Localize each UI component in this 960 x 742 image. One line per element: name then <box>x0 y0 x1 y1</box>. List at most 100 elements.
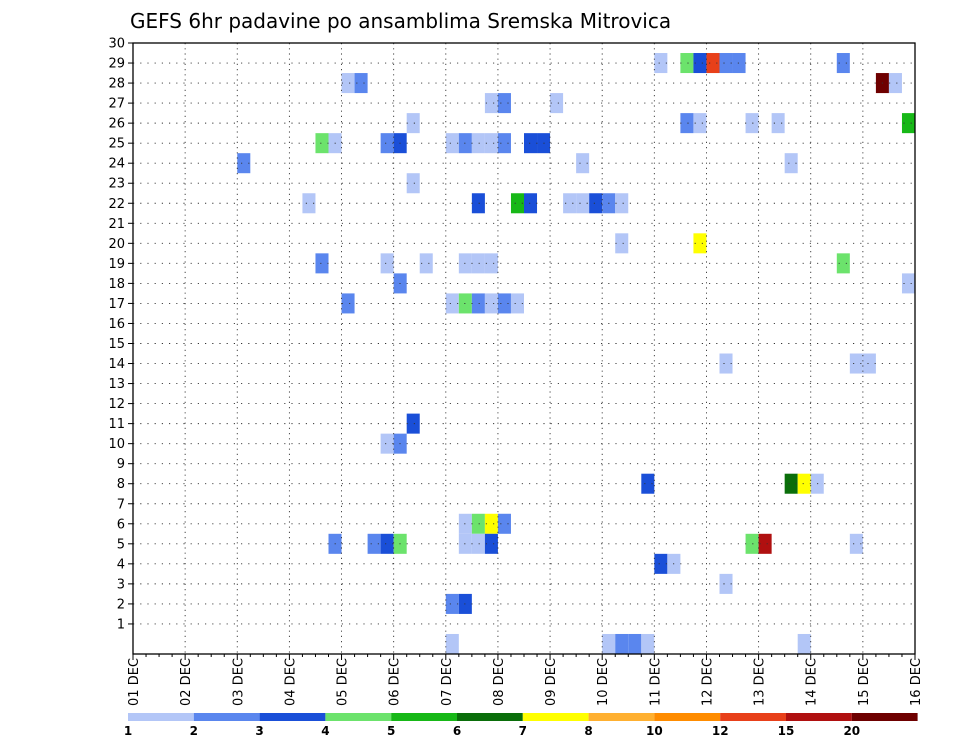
data-cell <box>341 293 355 314</box>
data-cell <box>706 53 720 74</box>
data-cell <box>680 53 694 74</box>
y-tick-label: 1 <box>117 617 125 632</box>
data-cell <box>862 353 876 374</box>
data-cell <box>901 273 915 294</box>
y-tick-label: 26 <box>108 117 125 132</box>
y-tick-label: 8 <box>117 477 125 492</box>
x-tick-label: 16 DEC <box>909 658 924 706</box>
y-tick-label: 22 <box>108 197 125 212</box>
data-cell <box>836 253 850 274</box>
data-cell <box>315 133 329 154</box>
data-cell <box>471 533 485 554</box>
data-cell <box>471 513 485 534</box>
data-cell <box>406 413 420 434</box>
data-cell <box>380 433 394 454</box>
legend-label: 10 <box>646 724 663 738</box>
data-cell <box>745 113 759 134</box>
legend-label: 4 <box>321 724 329 738</box>
data-cell <box>341 73 355 94</box>
legend-swatch <box>259 713 326 721</box>
x-axis: 01 DEC 02 DEC 03 DEC 04 DEC 05 DEC 06 DEC 07 D… <box>127 654 924 706</box>
data-cells <box>237 53 915 654</box>
data-cell <box>654 553 668 574</box>
data-cell <box>797 633 811 654</box>
grid-lines <box>133 42 915 654</box>
data-cell <box>654 53 668 74</box>
data-cell <box>641 473 655 494</box>
y-tick-label: 13 <box>108 377 125 392</box>
data-cell <box>497 93 511 114</box>
data-cell <box>719 353 733 374</box>
legend-label: 2 <box>190 724 198 738</box>
data-cell <box>445 293 459 314</box>
data-cell <box>771 113 785 134</box>
data-cell <box>380 133 394 154</box>
data-cell <box>302 193 316 214</box>
data-cell <box>315 253 329 274</box>
data-cell <box>641 633 655 654</box>
data-cell <box>445 633 459 654</box>
data-cell <box>471 193 485 214</box>
y-axis: 1234567891011121314151617181920212223242… <box>108 37 133 632</box>
legend-label: 15 <box>778 724 795 738</box>
data-cell <box>615 193 629 214</box>
legend-label: 7 <box>519 724 527 738</box>
data-cell <box>471 133 485 154</box>
legend-swatch <box>851 713 918 721</box>
data-cell <box>719 53 733 74</box>
data-cell <box>797 473 811 494</box>
legend-label: 5 <box>387 724 395 738</box>
legend-swatch <box>786 713 852 721</box>
x-tick-label: 07 DEC <box>440 658 455 706</box>
x-tick-label: 01 DEC <box>127 658 142 706</box>
legend-label: 8 <box>584 724 592 738</box>
y-tick-label: 16 <box>108 317 125 332</box>
x-tick-label: 14 DEC <box>805 658 820 706</box>
data-cell <box>849 353 863 374</box>
data-cell <box>901 113 915 134</box>
data-cell <box>367 533 381 554</box>
data-cell <box>758 533 772 554</box>
x-tick-label: 10 DEC <box>596 658 611 706</box>
data-cell <box>745 533 759 554</box>
data-cell <box>380 533 394 554</box>
data-cell <box>576 153 590 174</box>
legend-swatch <box>588 713 655 721</box>
legend-swatch <box>457 713 523 721</box>
data-cell <box>510 193 524 214</box>
data-cell <box>497 133 511 154</box>
data-cell <box>484 293 498 314</box>
data-cell <box>484 533 498 554</box>
y-tick-label: 5 <box>117 537 125 552</box>
legend-swatch <box>391 713 457 721</box>
data-cell <box>628 633 642 654</box>
y-tick-label: 9 <box>117 457 125 472</box>
data-cell <box>237 153 251 174</box>
y-tick-label: 23 <box>108 177 125 192</box>
data-cell <box>693 113 707 134</box>
data-cell <box>524 133 538 154</box>
data-cell <box>784 153 798 174</box>
data-cell <box>693 53 707 74</box>
y-tick-label: 30 <box>108 37 125 52</box>
chart-title: GEFS 6hr padavine po ansamblima Sremska … <box>130 9 671 33</box>
data-cell <box>888 73 902 94</box>
data-cell <box>484 253 498 274</box>
data-cell <box>849 533 863 554</box>
legend-label: 20 <box>843 724 860 738</box>
data-cell <box>602 633 616 654</box>
data-cell <box>576 193 590 214</box>
legend-swatch <box>128 713 194 721</box>
y-tick-label: 15 <box>108 337 125 352</box>
data-cell <box>406 173 420 194</box>
x-tick-label: 08 DEC <box>492 658 507 706</box>
y-tick-label: 11 <box>108 417 125 432</box>
y-tick-label: 29 <box>108 57 125 72</box>
y-tick-label: 21 <box>108 217 125 232</box>
y-tick-label: 24 <box>108 157 125 172</box>
data-cell <box>589 193 603 214</box>
data-cell <box>784 473 798 494</box>
y-tick-label: 7 <box>117 497 125 512</box>
y-tick-label: 4 <box>117 557 125 572</box>
legend-swatch <box>193 713 260 721</box>
